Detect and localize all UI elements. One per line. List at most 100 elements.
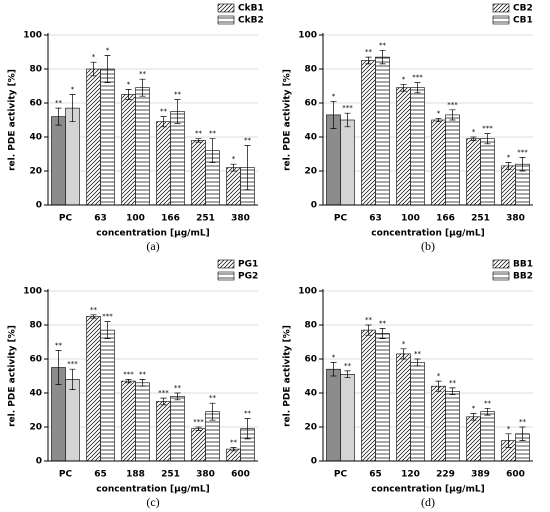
bar: [396, 353, 411, 462]
bar: [410, 362, 425, 462]
bar: [100, 68, 115, 206]
y-tick-label: 40: [304, 389, 317, 399]
significance: ***: [447, 101, 458, 109]
error-bar: [160, 397, 167, 406]
legend-swatch: [492, 271, 510, 281]
y-tick-label: 80: [29, 321, 42, 331]
bar: [86, 68, 101, 206]
y-axis-label: rel. PDE activity [%]: [283, 69, 293, 171]
error-bar: [244, 145, 251, 191]
y-tick-label: 60: [304, 99, 317, 109]
error-bar: [139, 78, 146, 97]
y-axis-label: rel. PDE activity [%]: [8, 69, 18, 171]
y-tick-label: 60: [29, 99, 42, 109]
bar: [410, 87, 425, 206]
error-bar: [400, 348, 407, 360]
legend-swatch: [492, 15, 510, 25]
x-tick-label: 251: [196, 214, 215, 224]
error-bar: [69, 368, 76, 390]
bar: [121, 94, 136, 206]
x-tick-label: 166: [436, 214, 455, 224]
bar: [65, 379, 80, 462]
significance: *: [507, 154, 511, 162]
x-axis-label: concentration [µg/mL]: [371, 229, 484, 239]
bar: [340, 374, 355, 462]
error-bar: [414, 358, 421, 367]
significance: ***: [123, 370, 134, 378]
significance: ***: [517, 148, 528, 156]
x-tick-label: 600: [506, 470, 525, 480]
axes: [47, 289, 258, 462]
y-tick-label: 20: [304, 423, 317, 433]
significance: **: [90, 306, 98, 314]
bar: [191, 428, 206, 462]
error-bar: [435, 380, 442, 392]
y-tick-label: 0: [311, 201, 317, 211]
significance: **: [449, 379, 457, 387]
significance: **: [519, 418, 527, 426]
error-bar: [344, 112, 351, 128]
legend-label: CkB1: [238, 4, 264, 14]
significance: *: [437, 109, 441, 117]
error-bar: [449, 109, 456, 121]
significance: **: [209, 130, 217, 138]
y-axis-label: rel. PDE activity [%]: [283, 325, 293, 427]
y-tick-label: 80: [29, 65, 42, 75]
legend-label: PG2: [238, 272, 258, 282]
significance: **: [55, 342, 63, 350]
significance: **: [209, 394, 217, 402]
y-tick-label: 100: [23, 31, 42, 41]
legend-swatch: [217, 259, 235, 269]
x-axis-label: concentration [µg/mL]: [96, 229, 209, 239]
x-tick-label: 100: [401, 214, 420, 224]
y-tick-label: 100: [298, 31, 317, 41]
legend-swatch: [492, 3, 510, 13]
legend-label: CkB2: [238, 16, 264, 26]
error-bar: [90, 314, 97, 319]
x-tick-label: 63: [94, 214, 107, 224]
error-bar: [330, 100, 337, 129]
significance: *: [332, 92, 336, 100]
y-tick-label: 100: [23, 287, 42, 297]
panel-label: (b): [421, 239, 435, 253]
x-axis-label: concentration [µg/mL]: [96, 485, 209, 495]
bar: [121, 380, 136, 462]
x-tick-label: 380: [196, 470, 215, 480]
error-bar: [230, 163, 237, 172]
x-tick-label: 251: [471, 214, 490, 224]
significance: *: [402, 340, 406, 348]
y-tick-label: 80: [304, 65, 317, 75]
legend-label: BB1: [513, 260, 533, 270]
significance: **: [230, 438, 238, 446]
significance: **: [195, 130, 203, 138]
bar: [170, 111, 185, 206]
significance: *: [402, 75, 406, 83]
error-bar: [365, 56, 372, 65]
bar: [361, 60, 376, 206]
bar: [156, 121, 171, 206]
error-bar: [209, 402, 216, 421]
error-bar: [484, 133, 491, 145]
bar: [226, 167, 241, 206]
y-tick-label: 20: [29, 423, 42, 433]
error-bar: [69, 94, 76, 123]
error-bar: [55, 107, 62, 126]
bar: [340, 119, 355, 206]
bar: [361, 329, 376, 462]
x-tick-label: 188: [126, 470, 145, 480]
error-bar: [484, 407, 491, 416]
significance: *: [127, 80, 131, 88]
x-tick-label: 65: [94, 470, 107, 480]
x-tick-label: 100: [126, 214, 145, 224]
error-bar: [244, 418, 251, 440]
bar: [191, 140, 206, 206]
error-bar: [209, 138, 216, 163]
significance: *: [507, 425, 511, 433]
bar: [375, 333, 390, 462]
error-bar: [160, 116, 167, 128]
significance: **: [244, 410, 252, 418]
x-tick-label: 380: [506, 214, 525, 224]
